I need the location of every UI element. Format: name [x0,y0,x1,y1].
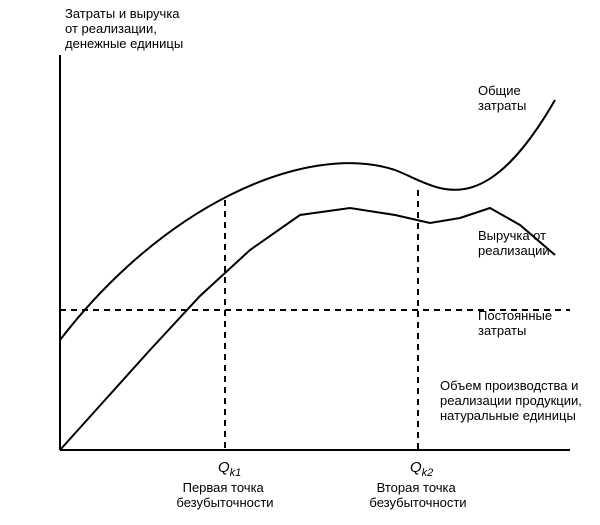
qk2-symbol: Qk2 [410,459,433,479]
y-axis-label: Затраты и выручка от реализации, денежны… [65,6,183,51]
breakeven-chart: Затраты и выручка от реализации, денежны… [0,0,600,525]
revenue-label: Выручка от реализации [478,228,550,258]
qk1-symbol: Qk1 [218,459,241,479]
qk2-caption: Вторая точка безубыточности [369,480,466,510]
revenue-curve [60,100,555,340]
x-axis-label: Объем производства и реализации продукци… [440,378,586,423]
qk1-caption: Первая точка безубыточности [176,480,273,510]
fixed-cost-label: Постоянные затраты [478,308,556,338]
total-cost-label: Общие затраты [478,83,526,113]
